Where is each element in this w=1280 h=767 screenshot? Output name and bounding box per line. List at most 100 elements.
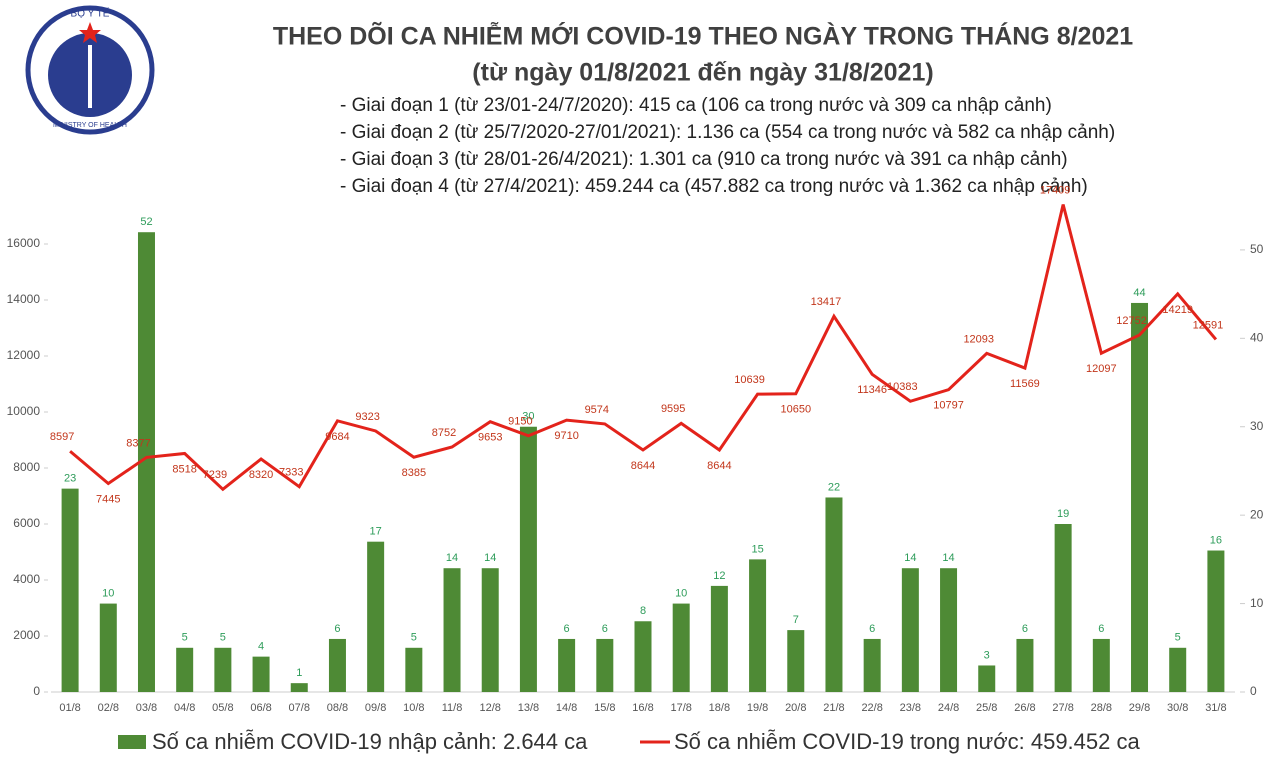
bar [405, 647, 423, 692]
bar-value-label: 4 [258, 641, 264, 653]
bar-value-label: 30 [522, 411, 534, 423]
bar-value-label: 1 [296, 667, 302, 679]
y2-tick-label: 0 [1250, 684, 1257, 698]
line-value-label: 10639 [734, 374, 765, 386]
x-tick-label: 06/8 [250, 702, 271, 714]
line-value-label: 8377 [126, 437, 150, 449]
bar [1131, 302, 1149, 692]
bar-value-label: 14 [484, 552, 496, 564]
bar [825, 497, 843, 692]
x-tick-label: 28/8 [1091, 702, 1112, 714]
y-tick-label: 0 [33, 684, 40, 698]
chart-title: THEO DÕI CA NHIỄM MỚI COVID-19 THEO NGÀY… [273, 21, 1133, 51]
x-tick-label: 29/8 [1129, 702, 1150, 714]
bar [443, 568, 461, 692]
bar-value-label: 5 [411, 632, 417, 644]
line-value-label: 9323 [355, 411, 379, 423]
bar [672, 603, 690, 692]
x-tick-label: 17/8 [670, 702, 691, 714]
x-tick-label: 03/8 [136, 702, 157, 714]
x-tick-label: 10/8 [403, 702, 424, 714]
line-value-label: 9710 [554, 430, 578, 442]
bar [749, 559, 767, 692]
x-tick-label: 22/8 [861, 702, 882, 714]
line-value-label: 10797 [933, 400, 964, 412]
line-value-label: 8597 [50, 431, 74, 443]
bar [1016, 638, 1034, 692]
bar [176, 647, 194, 692]
x-tick-label: 15/8 [594, 702, 615, 714]
bar [787, 630, 805, 692]
bar-value-label: 19 [1057, 508, 1069, 520]
bar-value-label: 6 [869, 623, 875, 635]
x-tick-label: 21/8 [823, 702, 844, 714]
bar-value-label: 12 [713, 570, 725, 582]
bar [99, 603, 117, 692]
bar-value-label: 6 [564, 623, 570, 635]
line-value-label: 9574 [585, 404, 609, 416]
line-value-label: 10383 [887, 381, 918, 393]
bar-value-label: 14 [942, 552, 954, 564]
x-tick-label: 04/8 [174, 702, 195, 714]
line-value-label: 9595 [661, 403, 685, 415]
y-tick-label: 4000 [13, 572, 40, 586]
logo-text: MINISTRY OF HEALTH [53, 122, 127, 129]
x-tick-label: 11/8 [442, 702, 463, 714]
x-tick-label: 07/8 [289, 702, 310, 714]
x-tick-label: 25/8 [976, 702, 997, 714]
bar [863, 638, 881, 692]
x-tick-label: 19/8 [747, 702, 768, 714]
annotation: - Giai đoạn 1 (từ 23/01-24/7/2020): 415 … [340, 95, 1052, 116]
bar-value-label: 6 [1022, 623, 1028, 635]
line-value-label: 11346 [857, 384, 887, 396]
line-value-label: 12093 [963, 333, 994, 345]
y2-tick-label: 10 [1250, 596, 1264, 610]
line-value-label: 10650 [780, 404, 811, 416]
line-value-label: 8518 [172, 463, 196, 475]
bar-value-label: 3 [984, 649, 990, 661]
legend-label: Số ca nhiễm COVID-19 nhập cảnh: 2.644 ca [152, 729, 588, 754]
x-tick-label: 24/8 [938, 702, 959, 714]
bar [61, 488, 79, 692]
x-tick-label: 12/8 [480, 702, 501, 714]
bar [290, 683, 308, 692]
bar-value-label: 14 [446, 552, 458, 564]
x-tick-label: 16/8 [632, 702, 653, 714]
bar-value-label: 52 [140, 216, 152, 228]
x-tick-label: 13/8 [518, 702, 539, 714]
bar-value-label: 5 [220, 632, 226, 644]
line-value-label: 7333 [279, 467, 303, 479]
bar-value-label: 23 [64, 473, 76, 485]
bar-value-label: 6 [1098, 623, 1104, 635]
x-tick-label: 09/8 [365, 702, 386, 714]
line-value-label: 9150 [508, 416, 532, 428]
line-value-label: 12752 [1116, 315, 1147, 327]
y2-tick-label: 30 [1250, 419, 1264, 433]
bar [1207, 550, 1225, 692]
bar-value-label: 15 [751, 543, 763, 555]
bar [252, 656, 270, 692]
y2-tick-label: 40 [1250, 330, 1264, 344]
line-value-label: 9684 [325, 431, 349, 443]
bar [1169, 647, 1187, 692]
y-tick-label: 14000 [7, 292, 41, 306]
line-value-label: 8385 [402, 467, 426, 479]
line-value-label: 17409 [1040, 184, 1071, 196]
line [69, 204, 1218, 492]
bar [901, 568, 919, 692]
x-tick-label: 01/8 [59, 702, 80, 714]
y2-tick-label: 20 [1250, 507, 1264, 521]
x-tick-label: 08/8 [327, 702, 348, 714]
annotation: - Giai đoạn 2 (từ 25/7/2020-27/01/2021):… [340, 122, 1115, 143]
bar-value-label: 5 [182, 632, 188, 644]
bar-value-label: 17 [370, 526, 382, 538]
line-value-label: 8644 [631, 460, 655, 472]
bar-value-label: 6 [334, 623, 340, 635]
annotation: - Giai đoạn 3 (từ 28/01-26/4/2021): 1.30… [340, 149, 1068, 170]
line-value-label: 13417 [811, 296, 842, 308]
annotation: - Giai đoạn 4 (từ 27/4/2021): 459.244 ca… [340, 176, 1088, 197]
y2-tick-label: 50 [1250, 242, 1264, 256]
line-value-label: 11569 [1010, 378, 1040, 390]
line-value-label: 12591 [1193, 319, 1224, 331]
